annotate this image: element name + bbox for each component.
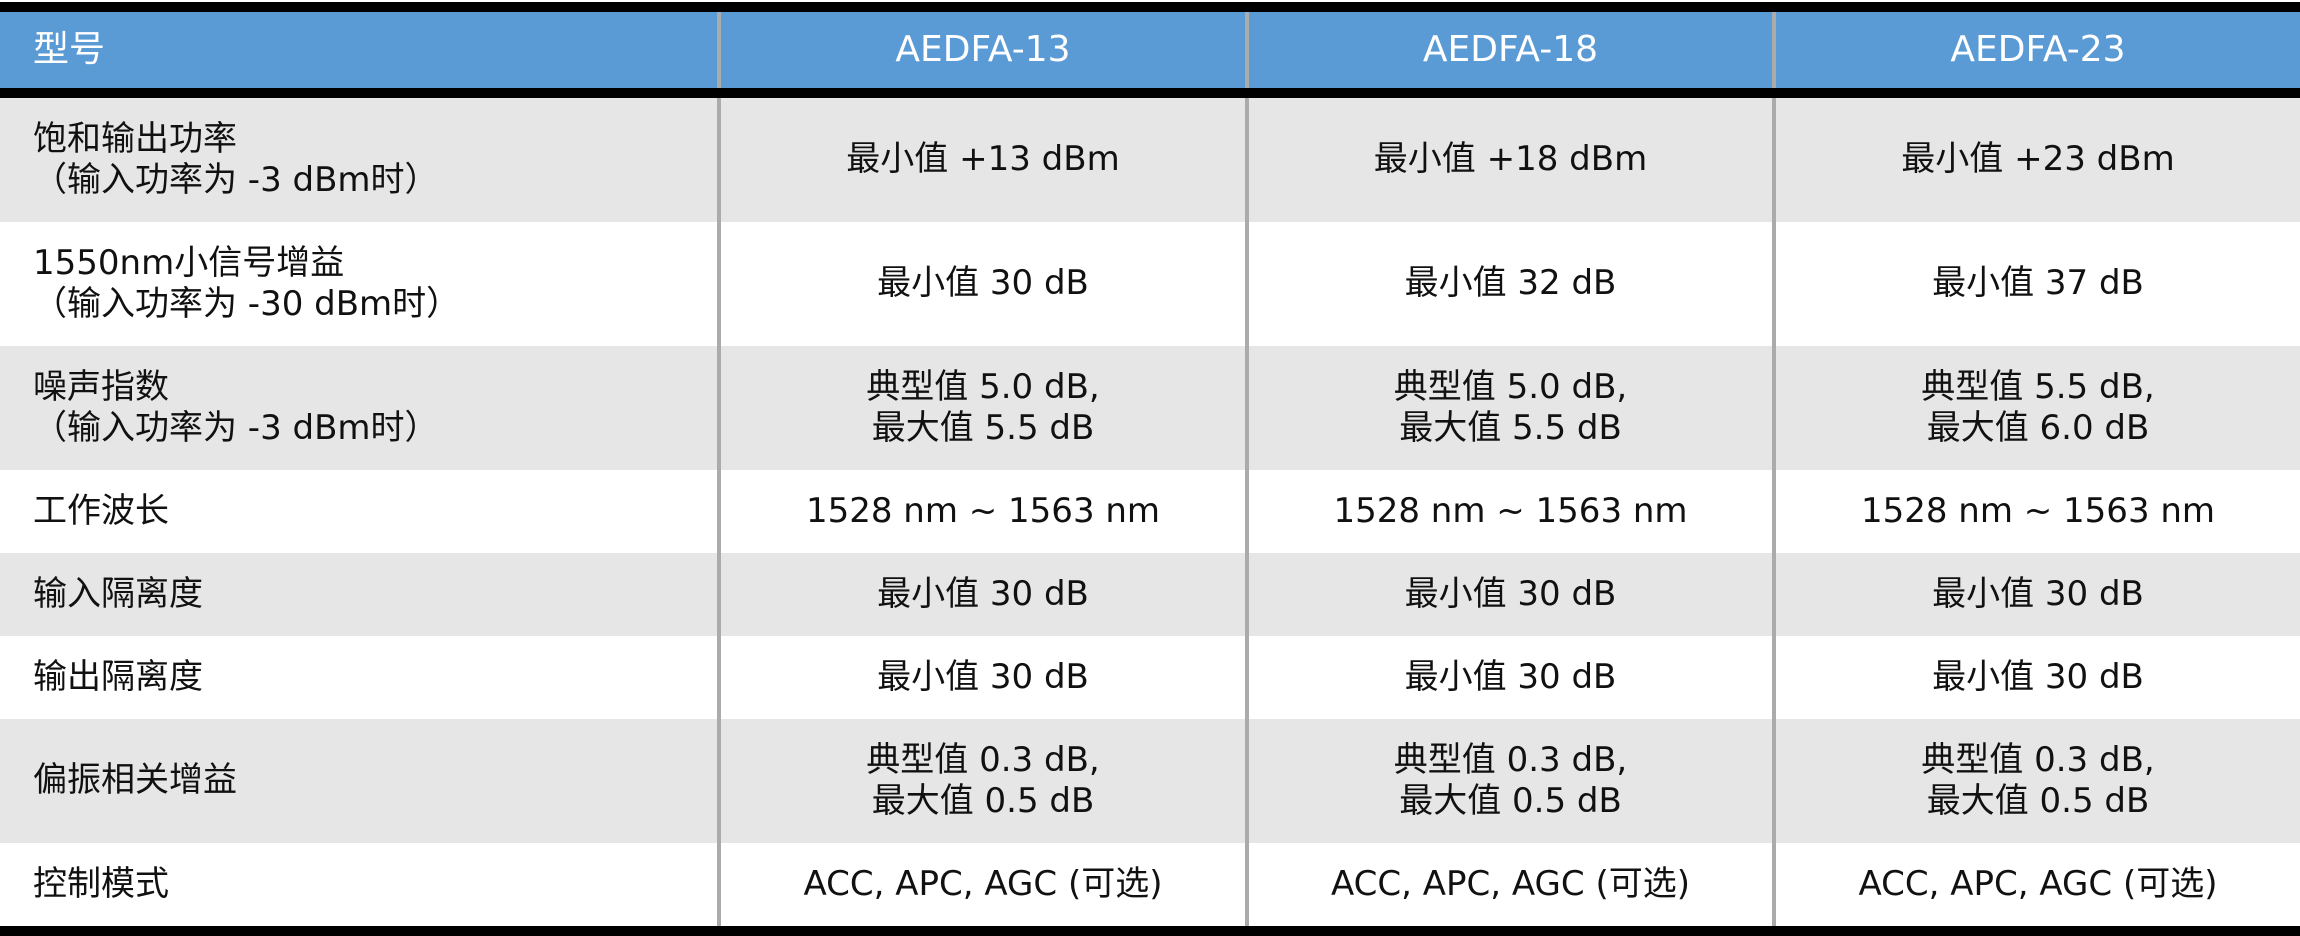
value-cell: 最小值 +18 dBm (1245, 98, 1772, 222)
value-line: 最大值 5.5 dB (871, 408, 1095, 448)
value-cell: ACC, APC, AGC (可选) (717, 843, 1245, 926)
value-line: 最小值 +13 dBm (846, 139, 1120, 180)
value-line: 最大值 0.5 dB (1399, 781, 1622, 821)
row-label-line: 1550nm小信号增益 (33, 242, 345, 283)
value-cell: 典型值 0.3 dB, 最大值 0.5 dB (1772, 719, 2300, 843)
row-label: 1550nm小信号增益 （输入功率为 -30 dBm时） (0, 222, 717, 346)
value-cell: ACC, APC, AGC (可选) (1245, 843, 1772, 926)
value-line: 最小值 30 dB (1932, 656, 2144, 697)
value-line: 1528 nm ~ 1563 nm (1860, 490, 2216, 531)
row-label: 输入隔离度 (0, 553, 717, 636)
value-cell: 典型值 0.3 dB, 最大值 0.5 dB (1245, 719, 1772, 843)
row-label-line: 输入隔离度 (33, 573, 203, 614)
row-label-line: 工作波长 (33, 490, 169, 531)
value-line: ACC, APC, AGC (可选) (1858, 863, 2218, 904)
table-row: 输出隔离度 最小值 30 dB 最小值 30 dB 最小值 30 dB (0, 636, 2300, 719)
row-label-line: 噪声指数 (33, 366, 169, 407)
value-line: 最小值 +23 dBm (1901, 139, 2175, 180)
value-cell: 最小值 +23 dBm (1772, 98, 2300, 222)
table-row: 输入隔离度 最小值 30 dB 最小值 30 dB 最小值 30 dB (0, 553, 2300, 636)
value-line: 最小值 30 dB (877, 263, 1089, 304)
value-cell: 1528 nm ~ 1563 nm (1772, 470, 2300, 553)
value-cell: 典型值 5.0 dB, 最大值 5.5 dB (1245, 346, 1772, 470)
value-line: 1528 nm ~ 1563 nm (1333, 490, 1688, 531)
row-label: 饱和输出功率 （输入功率为 -3 dBm时） (0, 98, 717, 222)
value-line: 最小值 30 dB (1404, 656, 1617, 697)
header-row: 型号 AEDFA-13 AEDFA-18 AEDFA-23 (0, 12, 2300, 98)
value-line: 最小值 +18 dBm (1373, 139, 1648, 180)
value-line: 最小值 32 dB (1404, 263, 1617, 304)
value-line: ACC, APC, AGC (可选) (1331, 863, 1690, 904)
value-cell: 最小值 30 dB (717, 553, 1245, 636)
value-line: 典型值 0.3 dB, (1393, 739, 1628, 780)
value-cell: 典型值 0.3 dB, 最大值 0.5 dB (717, 719, 1245, 843)
row-label: 工作波长 (0, 470, 717, 553)
row-label: 偏振相关增益 (0, 719, 717, 843)
header-label: 型号 (33, 29, 106, 71)
value-line: 最小值 30 dB (877, 656, 1089, 697)
value-line: 典型值 5.5 dB, (1921, 366, 2155, 407)
row-label-line: （输入功率为 -3 dBm时） (33, 408, 439, 448)
value-cell: 最小值 30 dB (717, 636, 1245, 719)
header-model: AEDFA-13 (717, 12, 1245, 88)
row-label-line: （输入功率为 -30 dBm时） (33, 284, 461, 324)
value-cell: 最小值 30 dB (1772, 553, 2300, 636)
value-line: 典型值 5.0 dB, (1393, 366, 1628, 407)
table-row: 偏振相关增益 典型值 0.3 dB, 最大值 0.5 dB 典型值 0.3 dB, 最大… (0, 719, 2300, 843)
value-cell: 最小值 +13 dBm (717, 98, 1245, 222)
value-cell: 最小值 37 dB (1772, 222, 2300, 346)
row-label: 输出隔离度 (0, 636, 717, 719)
row-label-line: 控制模式 (33, 863, 169, 904)
value-line: 典型值 0.3 dB, (1921, 739, 2155, 780)
table-row: 工作波长 1528 nm ~ 1563 nm 1528 nm ~ 1563 nm 15… (0, 470, 2300, 553)
value-line: 典型值 5.0 dB, (866, 366, 1100, 407)
header-model: AEDFA-18 (1245, 12, 1772, 88)
row-label-line: 输出隔离度 (33, 656, 203, 697)
value-cell: 最小值 30 dB (717, 222, 1245, 346)
value-line: 最大值 0.5 dB (871, 781, 1095, 821)
value-cell: 最小值 30 dB (1245, 636, 1772, 719)
table-row: 饱和输出功率 （输入功率为 -3 dBm时） 最小值 +13 dBm 最小值 +18 … (0, 98, 2300, 222)
row-label-line: （输入功率为 -3 dBm时） (33, 160, 439, 200)
value-line: 典型值 0.3 dB, (866, 739, 1100, 780)
value-line: ACC, APC, AGC (可选) (803, 863, 1163, 904)
row-label-line: 饱和输出功率 (33, 118, 237, 159)
table-row: 控制模式 ACC, APC, AGC (可选) ACC, APC, AGC (可选)… (0, 843, 2300, 926)
value-line: 最小值 30 dB (1932, 573, 2144, 614)
row-label: 控制模式 (0, 843, 717, 926)
header-model: AEDFA-23 (1772, 12, 2300, 88)
value-line: 最大值 6.0 dB (1926, 408, 2150, 448)
row-label: 噪声指数 （输入功率为 -3 dBm时） (0, 346, 717, 470)
value-cell: 最小值 30 dB (1772, 636, 2300, 719)
value-line: 最大值 0.5 dB (1926, 781, 2150, 821)
value-line: 最大值 5.5 dB (1399, 408, 1622, 448)
row-label-line: 偏振相关增益 (33, 760, 237, 801)
value-cell: 典型值 5.5 dB, 最大值 6.0 dB (1772, 346, 2300, 470)
table-row: 1550nm小信号增益 （输入功率为 -30 dBm时） 最小值 30 dB 最小值 … (0, 222, 2300, 346)
value-cell: 最小值 32 dB (1245, 222, 1772, 346)
value-line: 最小值 37 dB (1932, 263, 2144, 304)
value-line: 1528 nm ~ 1563 nm (805, 490, 1161, 531)
table-row: 噪声指数 （输入功率为 -3 dBm时） 典型值 5.0 dB, 最大值 5.5 dB… (0, 346, 2300, 470)
value-cell: 1528 nm ~ 1563 nm (1245, 470, 1772, 553)
value-cell: ACC, APC, AGC (可选) (1772, 843, 2300, 926)
value-cell: 最小值 30 dB (1245, 553, 1772, 636)
value-cell: 1528 nm ~ 1563 nm (717, 470, 1245, 553)
value-cell: 典型值 5.0 dB, 最大值 5.5 dB (717, 346, 1245, 470)
value-line: 最小值 30 dB (1404, 573, 1617, 614)
value-line: 最小值 30 dB (877, 573, 1089, 614)
